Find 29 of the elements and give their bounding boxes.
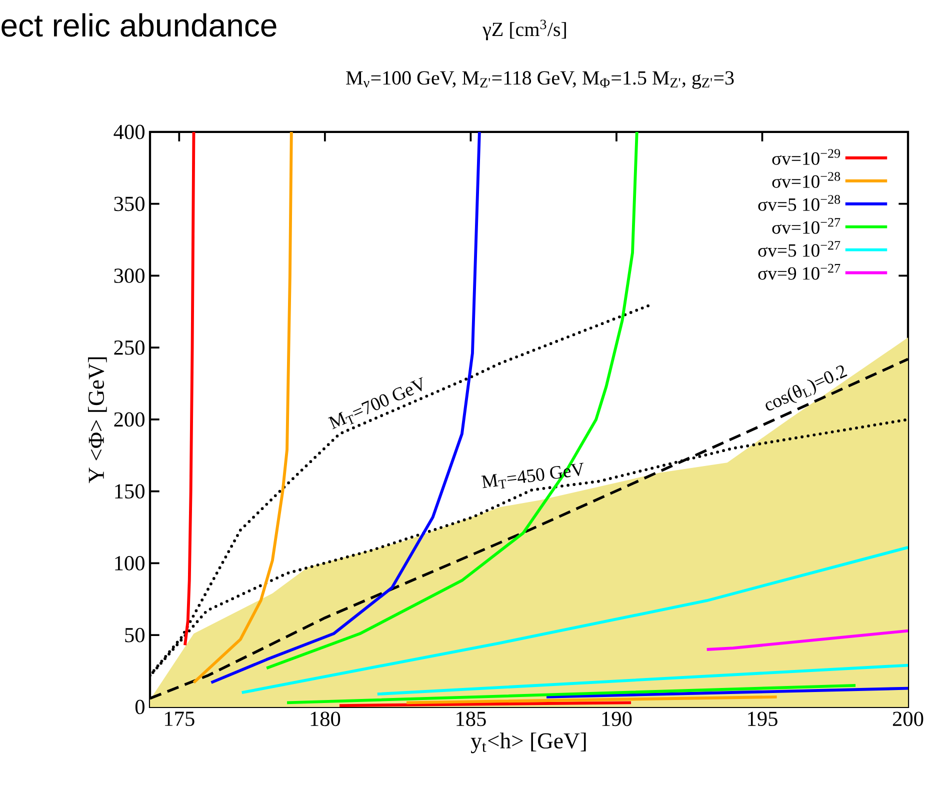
y-tick-label: 150	[115, 484, 144, 499]
annotation: M$_{T}$=450 GeV	[481, 462, 584, 489]
legend-label: σv=10$^{−29}$	[772, 149, 840, 165]
legend-label: σv=10$^{−28}$	[772, 172, 840, 188]
y-tick-label: 400	[114, 124, 144, 140]
legend-label: σv=5 10$^{−27}$	[758, 240, 840, 257]
text: M$_{ν}$=100 GeV, M$_{Z'}$=118 GeV, M$_{Φ}$=1.5 M$_{Z'}$, g$_{Z'}$=3	[346, 71, 734, 89]
legend-label: σv=5 10$^{−28}$	[758, 195, 840, 211]
x-tick-label: 185	[456, 712, 486, 726]
x-axis-title: y$_{t}$<h> [GeV]	[470, 732, 586, 754]
legend-label: σv=10$^{−27}$	[772, 218, 840, 234]
y-tick-label: 100	[115, 556, 144, 570]
y-tick-label: 300	[114, 268, 144, 283]
x-tick-label: 180	[310, 712, 340, 726]
x-tick-label: 175	[165, 712, 194, 726]
y-axis-title: Y <Φ> [GeV]	[88, 357, 107, 484]
chart-title: ect relic abundance	[2, 13, 276, 37]
y-tick-label: 0	[135, 700, 144, 714]
y-tick-label: 350	[114, 196, 144, 212]
y-tick-label: 50	[125, 628, 144, 642]
legend-label: σv=9 10$^{−27}$	[758, 264, 840, 280]
x-tick-label: 200	[892, 712, 924, 726]
x-tick-label: 190	[602, 712, 632, 726]
text: γZ [cm$^{3}$/s]	[482, 20, 566, 40]
y-tick-label: 200	[114, 412, 144, 427]
annotation: M$_{T}$=700 GeV	[328, 377, 423, 430]
y-tick-label: 250	[114, 340, 144, 355]
x-tick-label: 195	[748, 712, 778, 726]
annotation: cos(θ$_{L}$)=0.2	[766, 366, 848, 411]
